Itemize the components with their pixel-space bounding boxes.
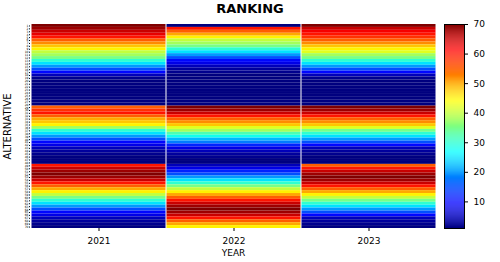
svg-text:60: 60 xyxy=(474,49,486,59)
svg-text:30: 30 xyxy=(474,138,486,148)
svg-text:2023: 2023 xyxy=(358,236,381,246)
svg-text:10: 10 xyxy=(474,197,486,207)
svg-text:20: 20 xyxy=(474,167,486,177)
svg-text:2021: 2021 xyxy=(88,236,111,246)
svg-text:70: 70 xyxy=(474,19,486,29)
svg-text:YEAR: YEAR xyxy=(221,248,246,258)
svg-text:70: 70 xyxy=(25,225,29,229)
svg-text:ALTERNATIVE: ALTERNATIVE xyxy=(2,93,13,159)
svg-text:50: 50 xyxy=(474,79,486,89)
svg-text:40: 40 xyxy=(474,108,486,118)
html-text:RANKING: RANKING xyxy=(216,1,284,16)
svg-text:2022: 2022 xyxy=(223,236,246,246)
